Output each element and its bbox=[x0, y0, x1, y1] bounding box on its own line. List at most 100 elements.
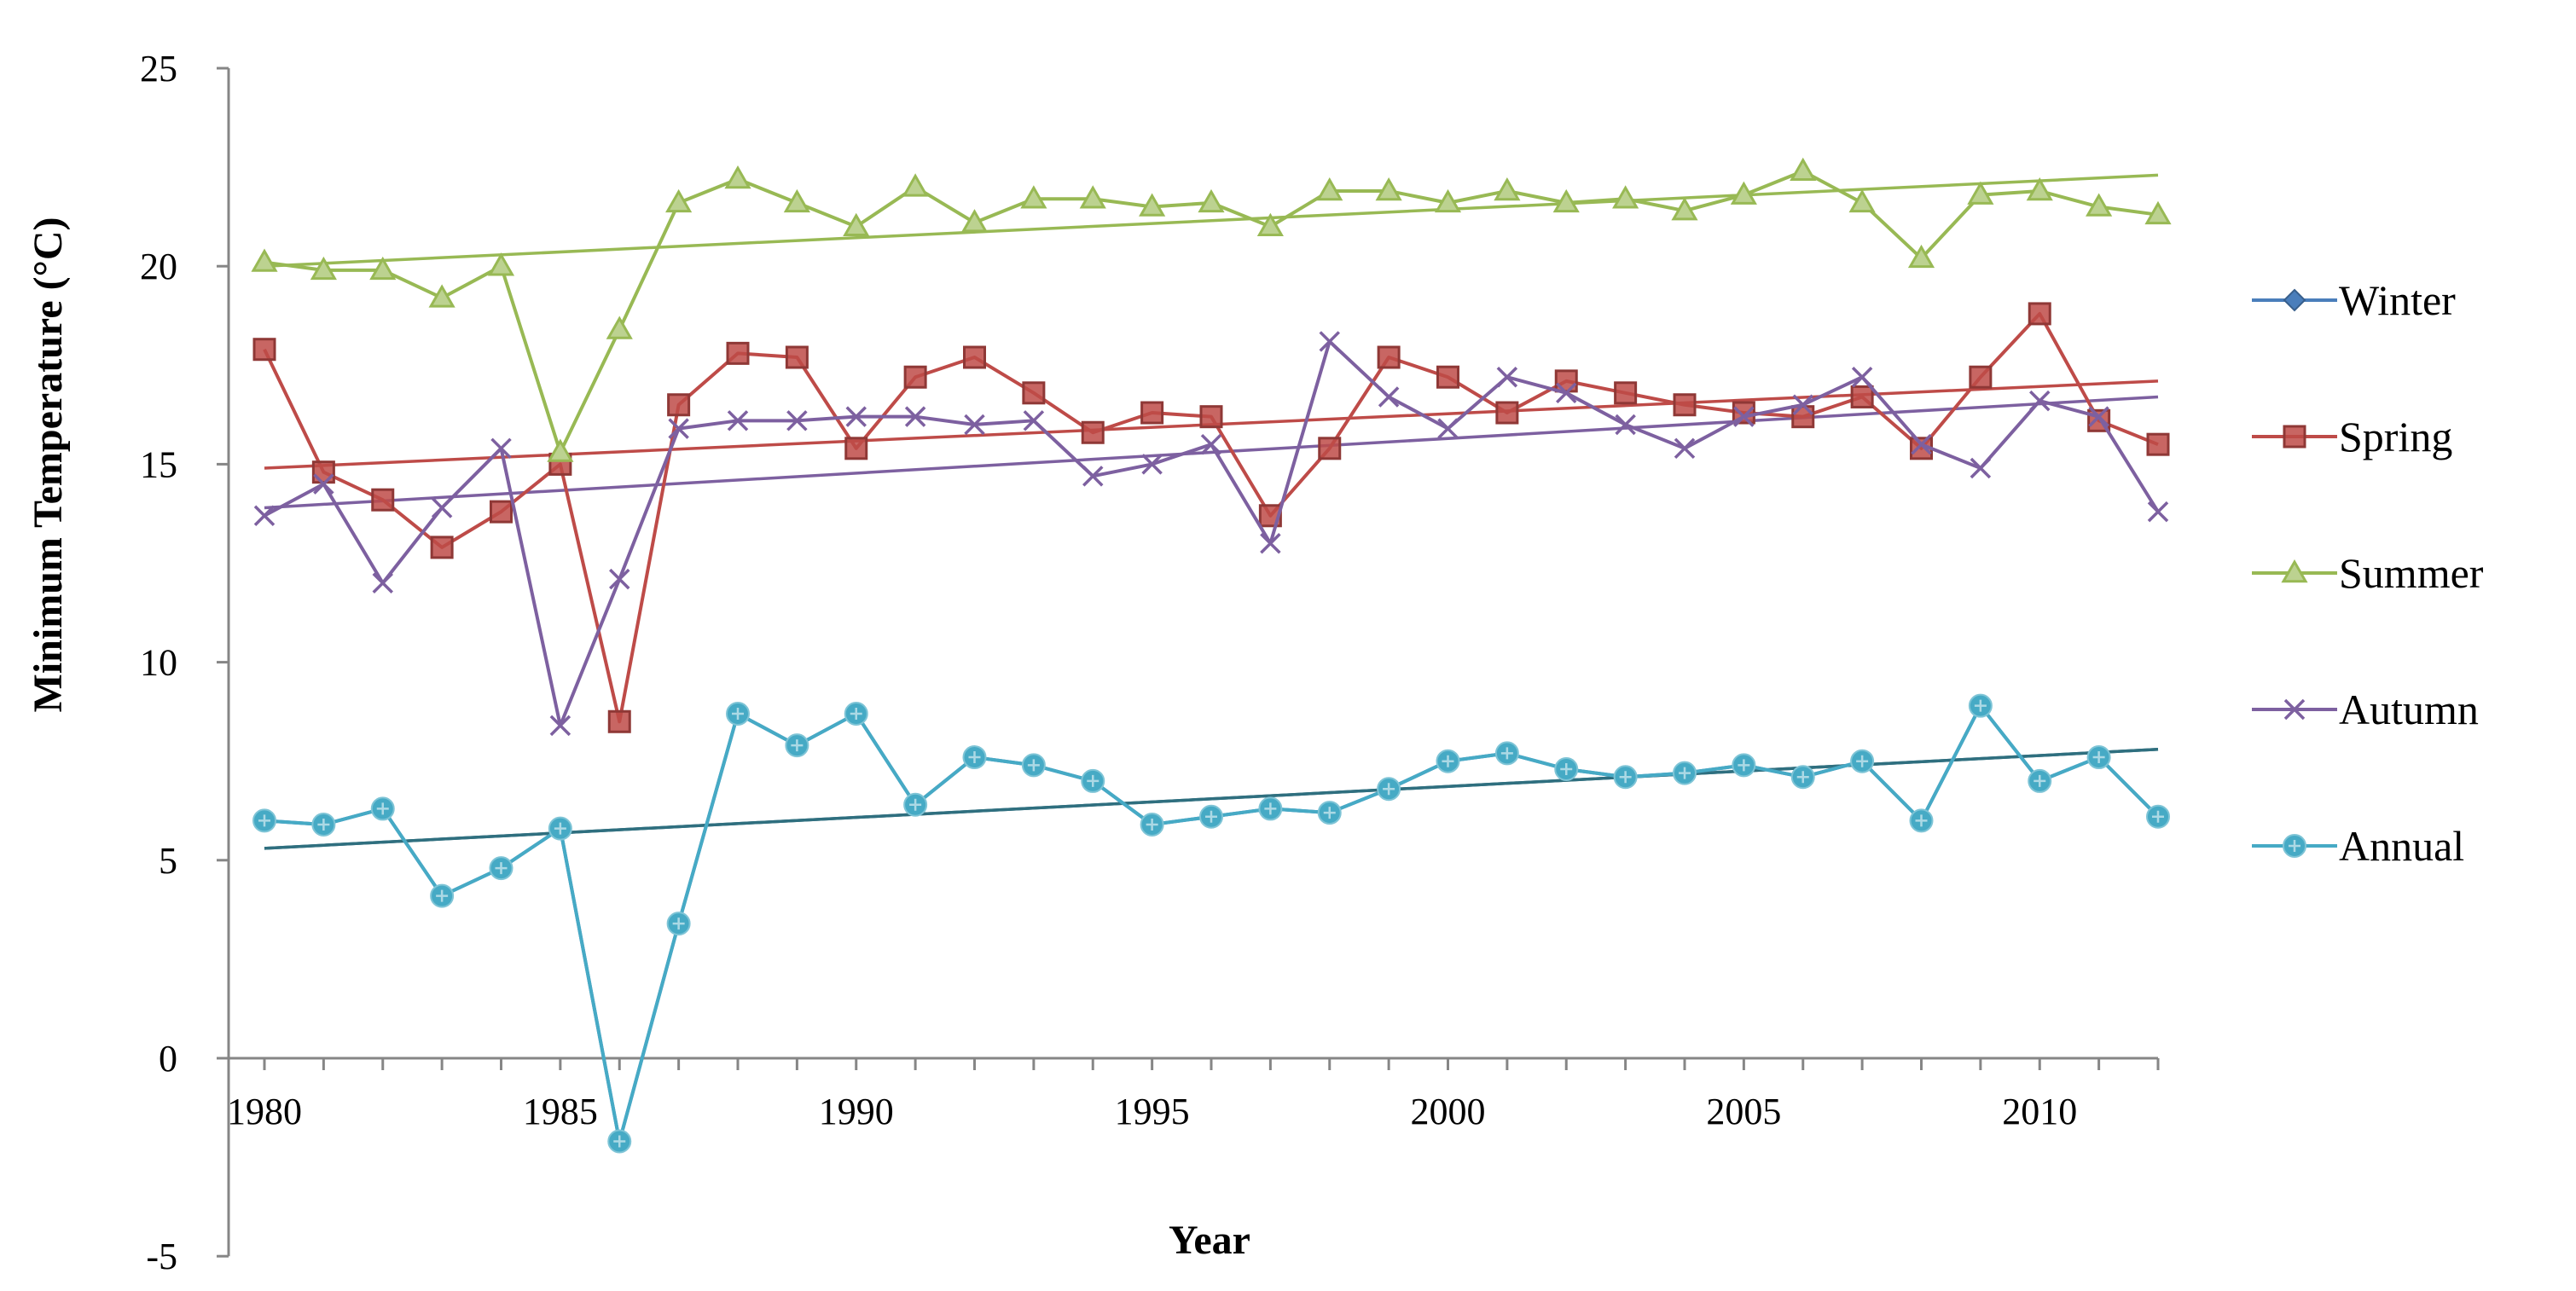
legend-item-winter: Winter bbox=[2252, 276, 2456, 324]
data-point-spring bbox=[1673, 393, 1697, 417]
data-point-annual bbox=[607, 1129, 632, 1154]
data-point-annual bbox=[1850, 749, 1875, 773]
data-point-summer bbox=[1079, 185, 1106, 209]
data-point-annual bbox=[1613, 765, 1638, 790]
legend-label-winter: Winter bbox=[2339, 276, 2456, 324]
data-point-annual bbox=[2086, 745, 2111, 770]
legend-marker-winter bbox=[2283, 288, 2306, 312]
x-tick-label: 2010 bbox=[2002, 1091, 2077, 1132]
data-point-spring bbox=[371, 488, 395, 512]
data-point-spring bbox=[1199, 405, 1223, 429]
data-point-spring bbox=[607, 709, 631, 733]
legend-label-annual: Annual bbox=[2339, 822, 2464, 870]
data-point-autumn bbox=[1378, 386, 1400, 408]
data-point-spring bbox=[1732, 401, 1755, 425]
data-point-summer bbox=[1494, 177, 1521, 201]
data-point-annual bbox=[2146, 804, 2170, 829]
data-point-autumn bbox=[549, 715, 571, 737]
data-point-summer bbox=[1139, 193, 1166, 217]
data-point-annual bbox=[1258, 796, 1283, 821]
data-point-spring bbox=[1318, 437, 1342, 460]
data-point-annual bbox=[1081, 768, 1105, 793]
data-point-autumn bbox=[2147, 501, 2169, 523]
data-point-summer bbox=[902, 173, 929, 197]
data-point-annual bbox=[1732, 753, 1756, 778]
data-point-summer bbox=[487, 252, 515, 276]
data-point-autumn bbox=[1556, 382, 1577, 404]
data-point-autumn bbox=[1200, 433, 1222, 455]
data-point-spring bbox=[1140, 401, 1164, 425]
data-point-summer bbox=[1256, 212, 1284, 237]
x-tick-label: 1990 bbox=[819, 1091, 894, 1132]
data-point-autumn bbox=[964, 414, 985, 436]
legend: Winter Spring Summer Autumn Annual bbox=[2252, 276, 2484, 870]
data-point-summer bbox=[2026, 177, 2053, 201]
data-point-autumn bbox=[1496, 366, 1518, 388]
x-tick-label: 1980 bbox=[227, 1091, 302, 1132]
data-point-annual bbox=[1673, 761, 1697, 785]
data-point-autumn bbox=[1911, 433, 1932, 455]
series-autumn bbox=[253, 331, 2169, 737]
data-point-annual bbox=[430, 883, 455, 908]
data-point-spring bbox=[1554, 369, 1578, 393]
data-point-autumn bbox=[1141, 454, 1163, 475]
data-point-autumn bbox=[431, 497, 453, 518]
data-point-summer bbox=[1198, 188, 1225, 213]
data-point-autumn bbox=[727, 410, 749, 431]
trend-line-summer bbox=[264, 173, 2159, 268]
data-point-autumn bbox=[904, 406, 926, 427]
y-tick-label: 0 bbox=[159, 1038, 177, 1080]
data-point-annual bbox=[962, 745, 987, 770]
data-point-autumn bbox=[1851, 366, 1873, 388]
trend-line-annual bbox=[264, 748, 2159, 850]
data-point-spring bbox=[1022, 381, 1046, 405]
data-point-annual bbox=[489, 856, 513, 881]
data-point-summer bbox=[2086, 193, 2113, 217]
legend-label-spring: Spring bbox=[2339, 413, 2452, 460]
data-point-autumn bbox=[668, 418, 689, 439]
data-point-annual bbox=[666, 912, 691, 936]
data-point-summer bbox=[251, 248, 278, 272]
data-point-autumn bbox=[1792, 394, 1813, 415]
data-point-autumn bbox=[2088, 406, 2109, 427]
legend-marker-spring bbox=[2283, 425, 2306, 449]
data-point-summer bbox=[783, 188, 810, 213]
data-point-spring bbox=[963, 345, 986, 369]
data-point-autumn bbox=[1615, 414, 1636, 436]
data-point-autumn bbox=[372, 572, 393, 593]
data-point-autumn bbox=[1260, 533, 1281, 554]
data-point-summer bbox=[1612, 185, 1639, 209]
data-point-summer bbox=[1316, 177, 1343, 201]
data-point-annual bbox=[1494, 741, 1519, 766]
data-point-spring bbox=[1495, 401, 1519, 425]
series-annual bbox=[252, 693, 2170, 1154]
data-point-spring bbox=[903, 365, 927, 389]
y-tick-label: 25 bbox=[140, 48, 177, 90]
y-tick-label: 20 bbox=[140, 246, 177, 287]
data-point-annual bbox=[1790, 765, 1815, 790]
data-point-summer bbox=[2144, 200, 2172, 225]
data-point-autumn bbox=[313, 473, 334, 495]
data-point-annual bbox=[1554, 756, 1579, 781]
legend-label-summer: Summer bbox=[2339, 549, 2484, 597]
data-point-summer bbox=[1434, 188, 1462, 213]
data-point-spring bbox=[2146, 432, 2170, 456]
series-summer bbox=[251, 157, 2172, 462]
data-point-annual bbox=[1377, 777, 1401, 802]
data-point-summer bbox=[1020, 185, 1047, 209]
data-point-summer bbox=[1790, 157, 1817, 181]
data-point-annual bbox=[2028, 768, 2052, 793]
data-point-spring bbox=[1436, 365, 1459, 389]
data-point-autumn bbox=[1733, 406, 1755, 427]
data-point-autumn bbox=[253, 505, 276, 527]
data-point-annual bbox=[1140, 813, 1164, 837]
x-tick-label: 1985 bbox=[523, 1091, 598, 1132]
data-point-autumn bbox=[786, 410, 808, 431]
data-point-spring bbox=[1969, 365, 1993, 389]
data-point-spring bbox=[844, 437, 868, 460]
y-axis-title: Minimum Temperature (°C) bbox=[26, 217, 71, 713]
y-tick-label: 15 bbox=[140, 443, 177, 485]
data-point-summer bbox=[960, 209, 989, 233]
data-point-annual bbox=[1021, 753, 1046, 778]
